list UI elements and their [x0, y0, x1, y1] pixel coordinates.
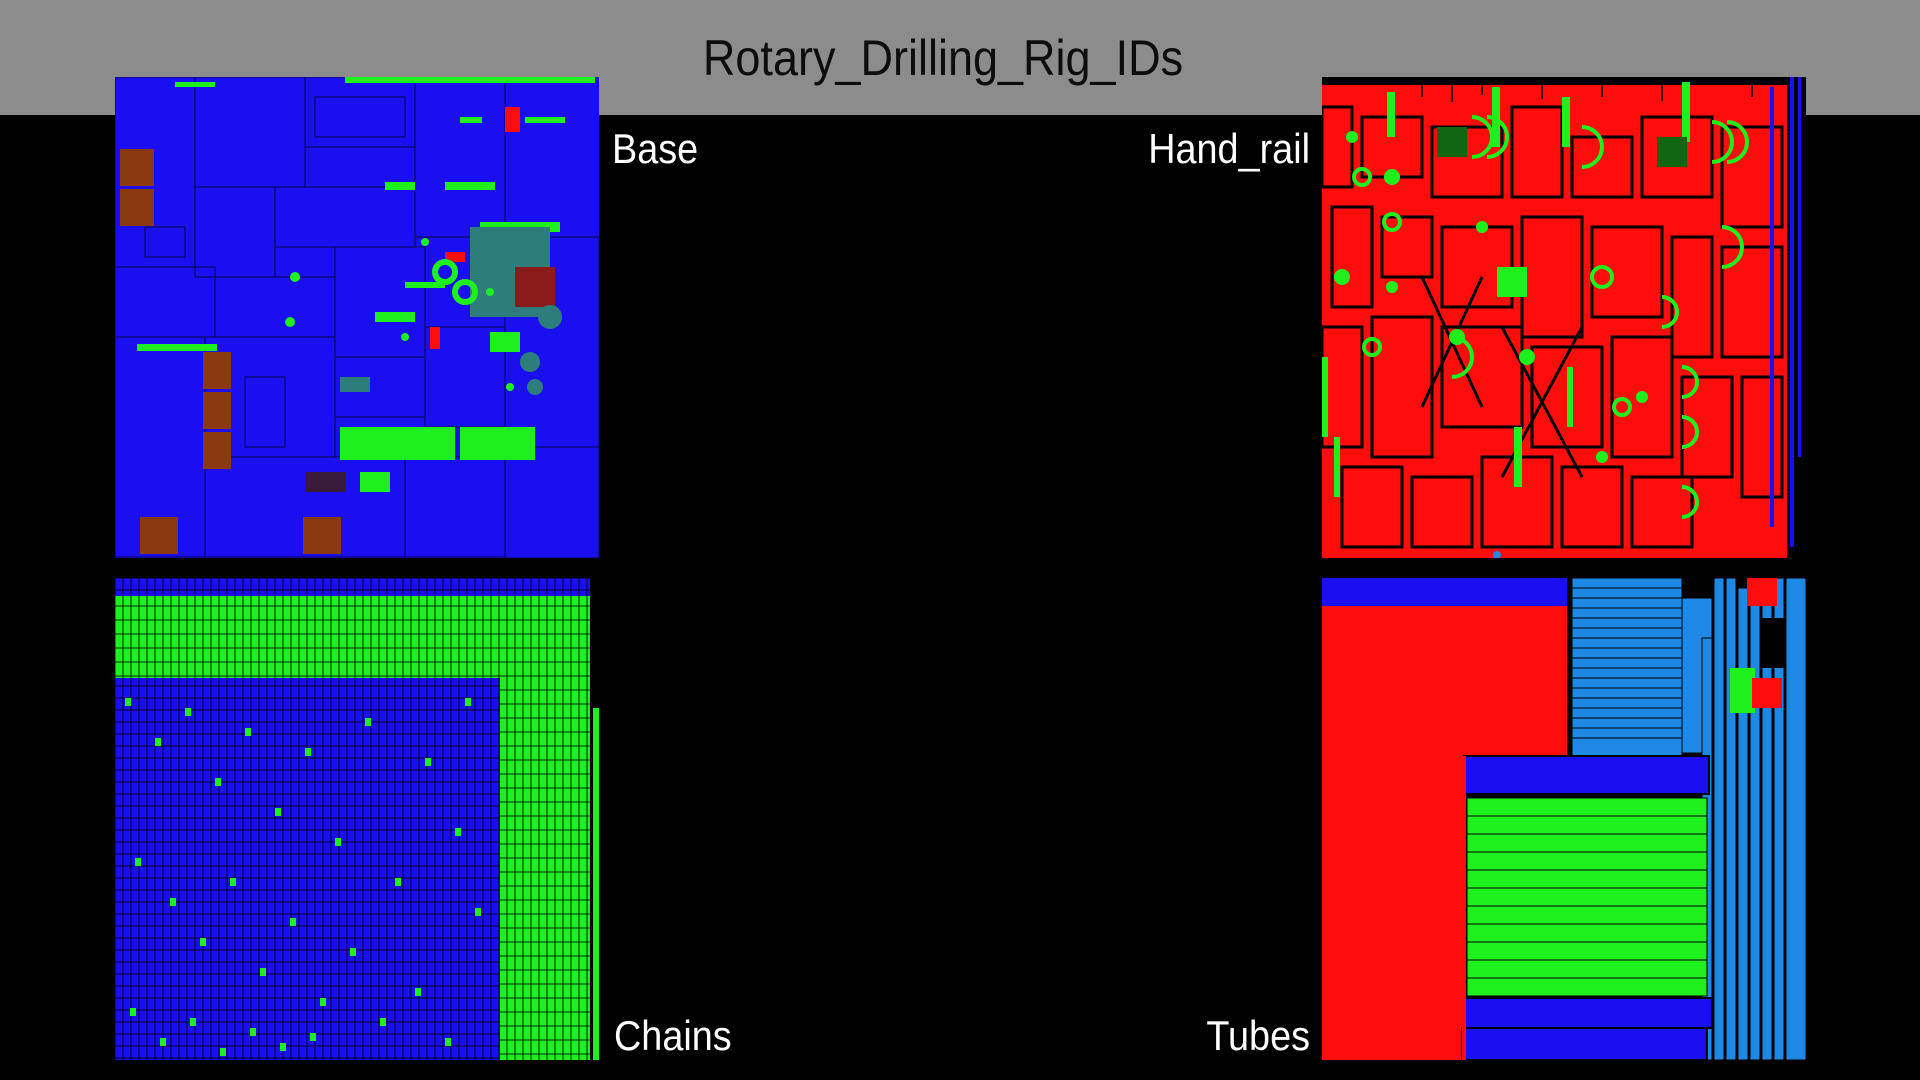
tubes-label: Tubes [1206, 1012, 1310, 1059]
base-label: Base [612, 125, 699, 172]
page-title: Rotary_Drilling_Rig_IDs [702, 30, 1184, 86]
tubes-id-map-image [1322, 578, 1806, 1060]
hand-rail-id-map-image [1322, 77, 1806, 558]
base-id-map-image [115, 77, 599, 558]
chains-id-map-image [115, 578, 599, 1060]
chains-label: Chains [614, 1012, 732, 1059]
hand-rail-id-map [1322, 77, 1806, 558]
chains-id-map [115, 578, 599, 1060]
tubes-id-map [1322, 578, 1806, 1060]
base-id-map [115, 77, 599, 558]
hand-rail-label: Hand_rail [1148, 125, 1310, 172]
